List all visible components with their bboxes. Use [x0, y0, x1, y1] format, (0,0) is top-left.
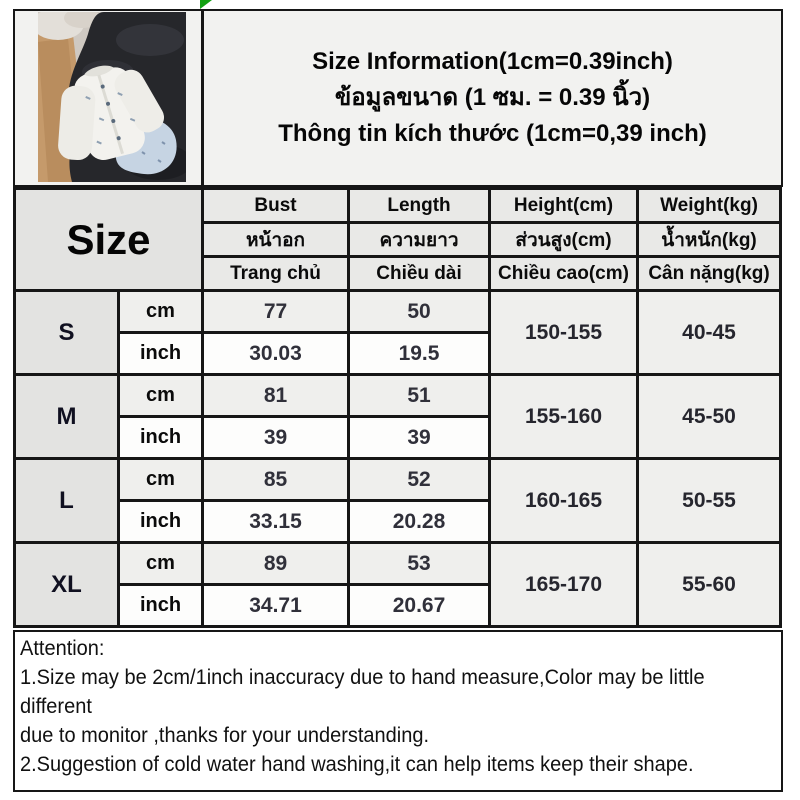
cell-xl-length-cm: 53 — [347, 541, 492, 586]
attention-notes: 1.Size may be 2cm/1inch inaccuracy due t… — [20, 665, 705, 776]
title-english: Size Information(1cm=0.39inch) — [312, 48, 673, 75]
cell-l-height: 160-165 — [488, 457, 640, 544]
size-l-label: L — [13, 457, 120, 544]
cell-xl-length-inch: 20.67 — [347, 583, 492, 628]
header-length-vi: Chiều dài — [347, 255, 492, 292]
unit-inch-label: inch — [116, 499, 205, 544]
size-s-label: S — [13, 289, 120, 376]
size-m-label: M — [13, 373, 120, 460]
attention-section: Attention: 1.Size may be 2cm/1inch inacc… — [13, 630, 783, 792]
cell-l-weight: 50-55 — [636, 457, 782, 544]
unit-cm-label: cm — [116, 457, 205, 502]
cell-s-weight: 40-45 — [636, 289, 782, 376]
cell-l-bust-cm: 85 — [201, 457, 351, 502]
size-header: Size — [12, 187, 205, 292]
unit-cm-label: cm — [116, 373, 205, 418]
product-photo-image — [38, 12, 186, 182]
unit-inch-label: inch — [116, 415, 205, 460]
header-bust-vi: Trang chủ — [201, 255, 351, 292]
unit-cm-label: cm — [116, 289, 205, 334]
header-length-th: ความยาว — [347, 221, 492, 258]
header-length-en: Length — [347, 187, 492, 224]
cell-xl-weight: 55-60 — [636, 541, 782, 628]
cell-s-length-cm: 50 — [347, 289, 492, 334]
cell-s-bust-inch: 30.03 — [201, 331, 351, 376]
size-information-title: Size Information(1cm=0.39inch) ข้อมูลขนา… — [204, 11, 781, 185]
size-table: Size Bust Length Height(cm) Weight(kg) ห… — [12, 187, 782, 628]
header-height-th: ส่วนสูง(cm) — [488, 221, 640, 258]
cell-xl-bust-cm: 89 — [201, 541, 351, 586]
green-corner-marker — [200, 0, 212, 9]
cell-m-length-cm: 51 — [347, 373, 492, 418]
unit-inch-label: inch — [116, 583, 205, 628]
header-bust-th: หน้าอก — [201, 221, 351, 258]
cell-s-height: 150-155 — [488, 289, 640, 376]
header-weight-th: น้ำหนัก(kg) — [636, 221, 782, 258]
top-section: Size Information(1cm=0.39inch) ข้อมูลขนา… — [13, 9, 783, 187]
cell-m-length-inch: 39 — [347, 415, 492, 460]
product-photo — [15, 11, 204, 185]
cell-xl-height: 165-170 — [488, 541, 640, 628]
header-weight-en: Weight(kg) — [636, 187, 782, 224]
cell-s-length-inch: 19.5 — [347, 331, 492, 376]
cell-xl-bust-inch: 34.71 — [201, 583, 351, 628]
title-thai: ข้อมูลขนาด (1 ซม. = 0.39 นิ้ว) — [334, 84, 651, 111]
cell-m-bust-inch: 39 — [201, 415, 351, 460]
header-bust-en: Bust — [201, 187, 351, 224]
cell-m-height: 155-160 — [488, 373, 640, 460]
cell-m-bust-cm: 81 — [201, 373, 351, 418]
attention-heading: Attention: — [20, 636, 105, 660]
unit-inch-label: inch — [116, 331, 205, 376]
header-height-en: Height(cm) — [488, 187, 640, 224]
cell-l-bust-inch: 33.15 — [201, 499, 351, 544]
cell-s-bust-cm: 77 — [201, 289, 351, 334]
header-weight-vi: Cân nặng(kg) — [636, 255, 782, 292]
size-xl-label: XL — [13, 541, 120, 628]
unit-cm-label: cm — [116, 541, 205, 586]
cell-l-length-inch: 20.28 — [347, 499, 492, 544]
cell-m-weight: 45-50 — [636, 373, 782, 460]
cell-l-length-cm: 52 — [347, 457, 492, 502]
header-height-vi: Chiều cao(cm) — [488, 255, 640, 292]
title-vietnamese: Thông tin kích thước (1cm=0,39 inch) — [278, 120, 707, 147]
